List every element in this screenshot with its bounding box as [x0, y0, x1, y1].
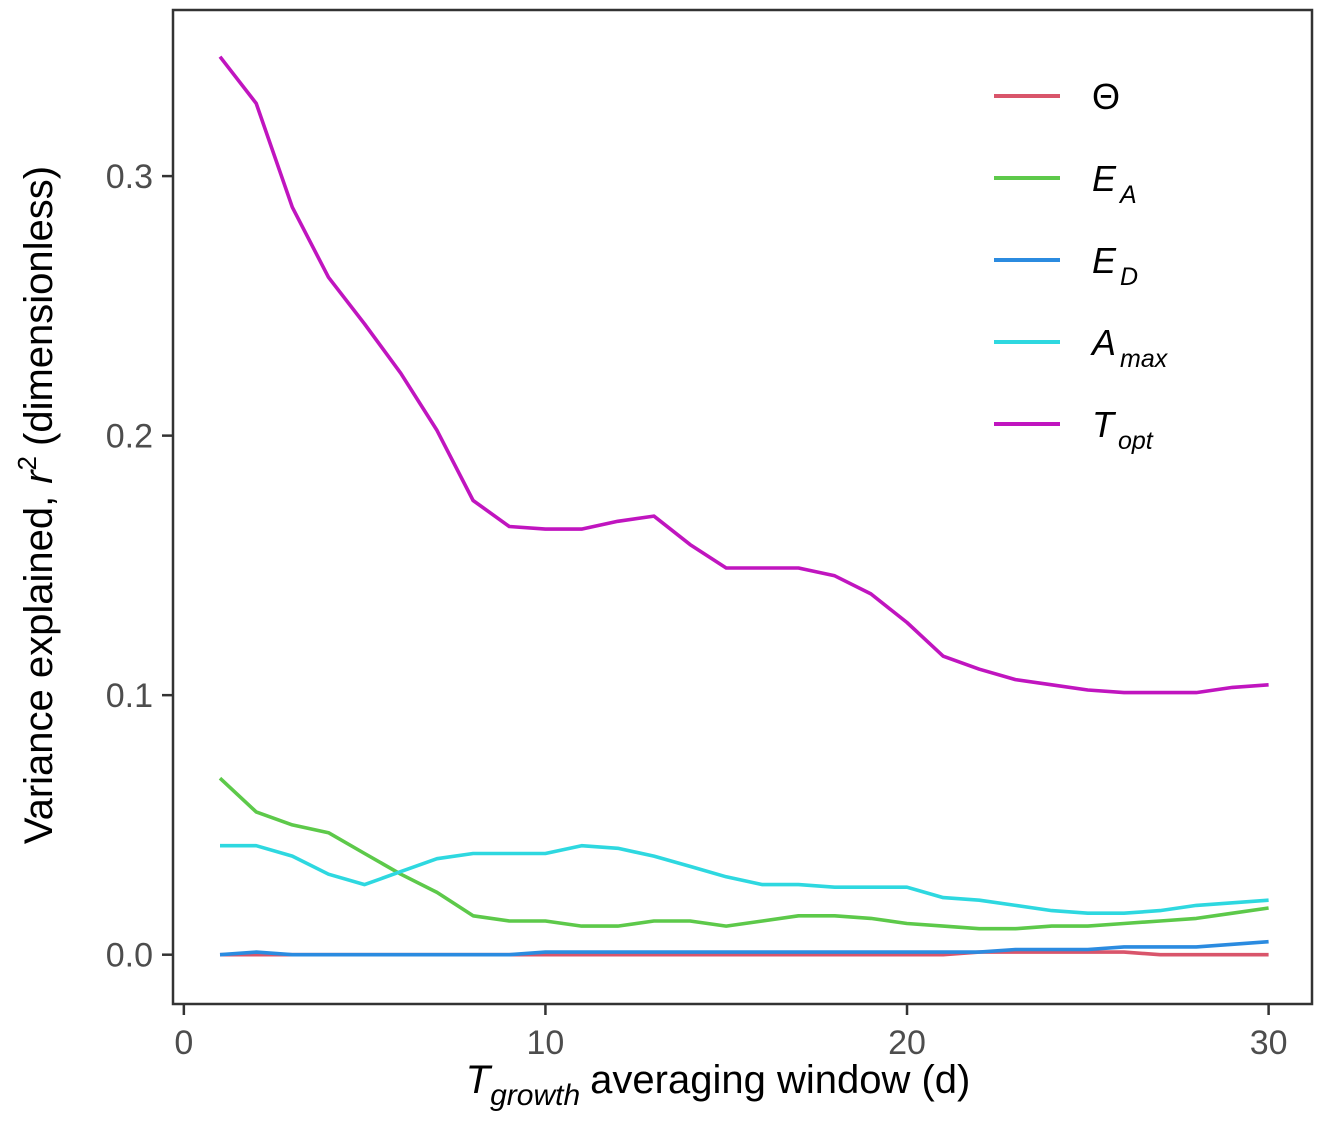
- legend-label: Θ: [1092, 76, 1120, 117]
- x-axis-title-text: averaging window (d): [590, 1058, 970, 1102]
- legend-label-main: E: [1092, 240, 1117, 281]
- y-tick-label: 0.1: [106, 677, 153, 715]
- legend-label-main: A: [1090, 322, 1116, 363]
- x-tick-label: 10: [527, 1024, 565, 1062]
- x-axis-title-subscript: growth: [490, 1079, 580, 1112]
- y-tick-label: 0.2: [106, 418, 153, 456]
- x-tick-label: 20: [888, 1024, 926, 1062]
- y-axis-title-symbol: r: [17, 469, 61, 484]
- legend-label-subscript: A: [1118, 181, 1137, 209]
- series-line-t-opt: [218, 55, 1269, 695]
- legend-label-subscript: opt: [1118, 427, 1154, 455]
- legend-label-main: Θ: [1092, 76, 1120, 117]
- legend-item: Θ: [994, 76, 1120, 117]
- series-line-e-d: [219, 939, 1269, 957]
- x-tick-label: 0: [174, 1024, 193, 1062]
- y-axis-title-text: Variance explained,: [17, 496, 61, 844]
- legend-label-subscript: max: [1120, 345, 1169, 373]
- x-axis-ticks: 0 10 20 30: [174, 1004, 1288, 1062]
- series-lines: [218, 55, 1269, 957]
- legend-label-main: T: [1092, 404, 1117, 445]
- series-line-a-max: [220, 843, 1269, 916]
- series-line-e-a: [218, 776, 1269, 931]
- legend-label-main: E: [1092, 158, 1117, 199]
- y-axis-title: Variance explained, r2 (dimensionless): [12, 166, 61, 844]
- x-axis-title-symbol: T: [466, 1058, 493, 1102]
- y-tick-label: 0.0: [106, 937, 153, 975]
- y-axis-ticks: 0.0 0.1 0.2 0.3: [106, 158, 173, 975]
- y-axis-title-unit: (dimensionless): [17, 166, 61, 446]
- plot-panel: [171, 8, 1314, 1006]
- x-axis-title: Tgrowth averaging window (d): [466, 1058, 971, 1112]
- legend-label-subscript: D: [1120, 263, 1138, 291]
- y-axis-title-superscript: 2: [12, 456, 42, 470]
- x-tick-label: 30: [1250, 1024, 1288, 1062]
- y-tick-label: 0.3: [106, 158, 153, 196]
